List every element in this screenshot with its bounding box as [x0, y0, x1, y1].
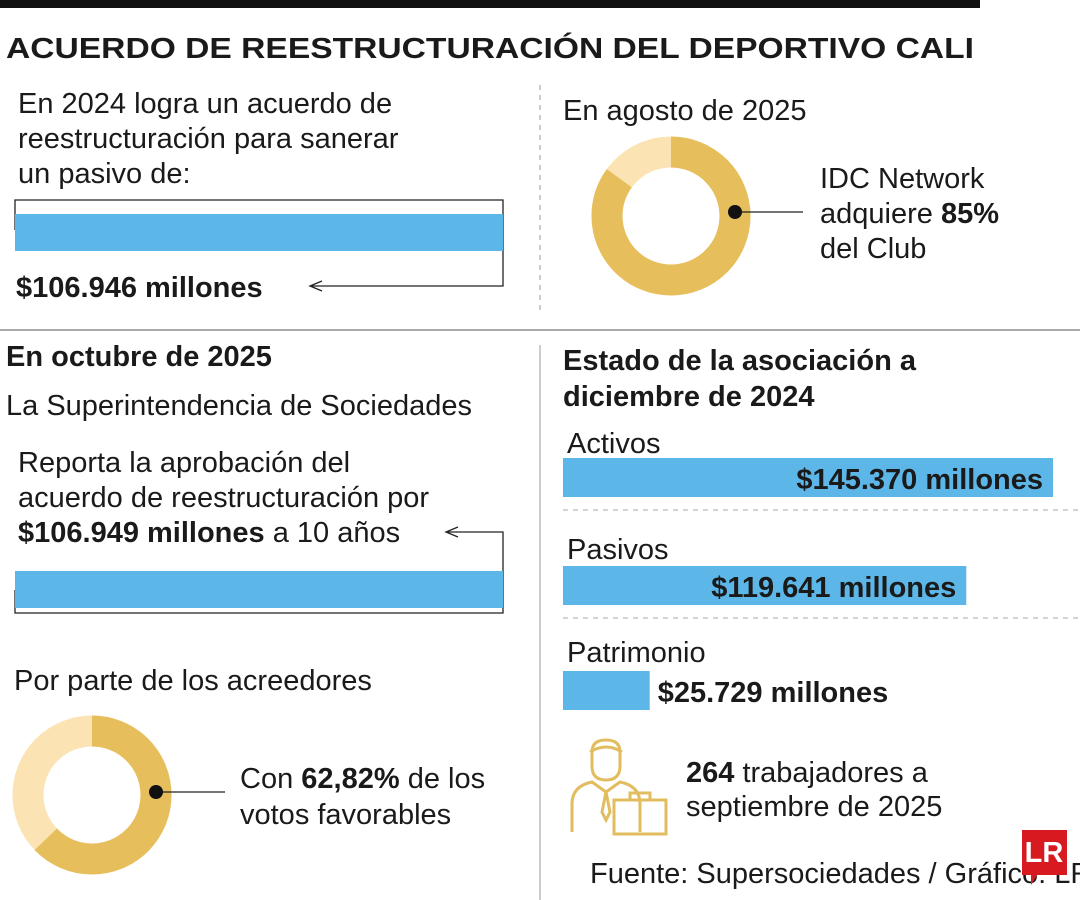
value-label: $106.946 millones — [16, 272, 263, 304]
logo: LR — [1025, 837, 1064, 869]
text: a 10 años — [273, 517, 400, 549]
text-line: En 2024 logra un acuerdo de — [18, 88, 392, 120]
arrow-head — [308, 280, 323, 292]
text-line: reestructuración para sanerar — [18, 123, 399, 155]
heading: En octubre de 2025 — [6, 341, 272, 373]
text-line: $106.949 millones a 10 años — [18, 517, 400, 549]
leader-dot — [728, 205, 742, 219]
top-rule — [0, 0, 980, 8]
text-line: adquiere 85% — [820, 198, 999, 230]
bar — [563, 566, 967, 605]
text-line: IDC Network — [820, 163, 985, 195]
arrow-head — [444, 526, 459, 538]
text: trabajadores a — [742, 757, 928, 789]
value-label: $145.370 millones — [796, 464, 1043, 496]
bar-name: Patrimonio — [567, 637, 706, 669]
heading: diciembre de 2024 — [563, 381, 814, 413]
bar-name: Activos — [567, 428, 660, 460]
text-line: septiembre de 2025 — [686, 791, 942, 823]
title: ACUERDO DE REESTRUCTURACIÓN DEL DEPORTIV… — [6, 31, 974, 65]
value-label: $25.729 millones — [658, 677, 889, 709]
text-line: Con 62,82% de los — [240, 763, 485, 795]
text-line: del Club — [820, 233, 926, 265]
bar-name: Pasivos — [567, 534, 669, 566]
text: Con — [240, 763, 293, 795]
bar — [563, 458, 1053, 497]
text-line: Reporta la aprobación del — [18, 447, 350, 479]
heading: En agosto de 2025 — [563, 95, 806, 127]
leader-dot — [149, 785, 163, 799]
text-line: 264 trabajadores a — [686, 757, 929, 789]
worker-icon — [570, 738, 668, 836]
text-line: un pasivo de: — [18, 158, 191, 190]
bracket — [14, 199, 504, 287]
worker-count: 264 — [686, 757, 734, 789]
value-label: 85% — [941, 198, 999, 230]
bar — [15, 214, 503, 251]
bar — [15, 571, 503, 608]
value-label: $106.949 millones — [18, 517, 265, 549]
value-label: $119.641 millones — [711, 572, 956, 604]
subheading: La Superintendencia de Sociedades — [6, 390, 472, 422]
heading: Por parte de los acreedores — [14, 665, 372, 697]
source: Fuente: Supersociedades / Gráfico: LR-AA — [590, 858, 1080, 890]
text-line: votos favorables — [240, 799, 451, 831]
value-label: 62,82% — [301, 763, 400, 795]
text: adquiere — [820, 198, 933, 230]
text: de los — [408, 763, 485, 795]
text-line: acuerdo de reestructuración por — [18, 482, 429, 514]
heading: Estado de la asociación a — [563, 345, 917, 377]
logo-box — [1022, 830, 1067, 885]
bar — [563, 671, 650, 710]
